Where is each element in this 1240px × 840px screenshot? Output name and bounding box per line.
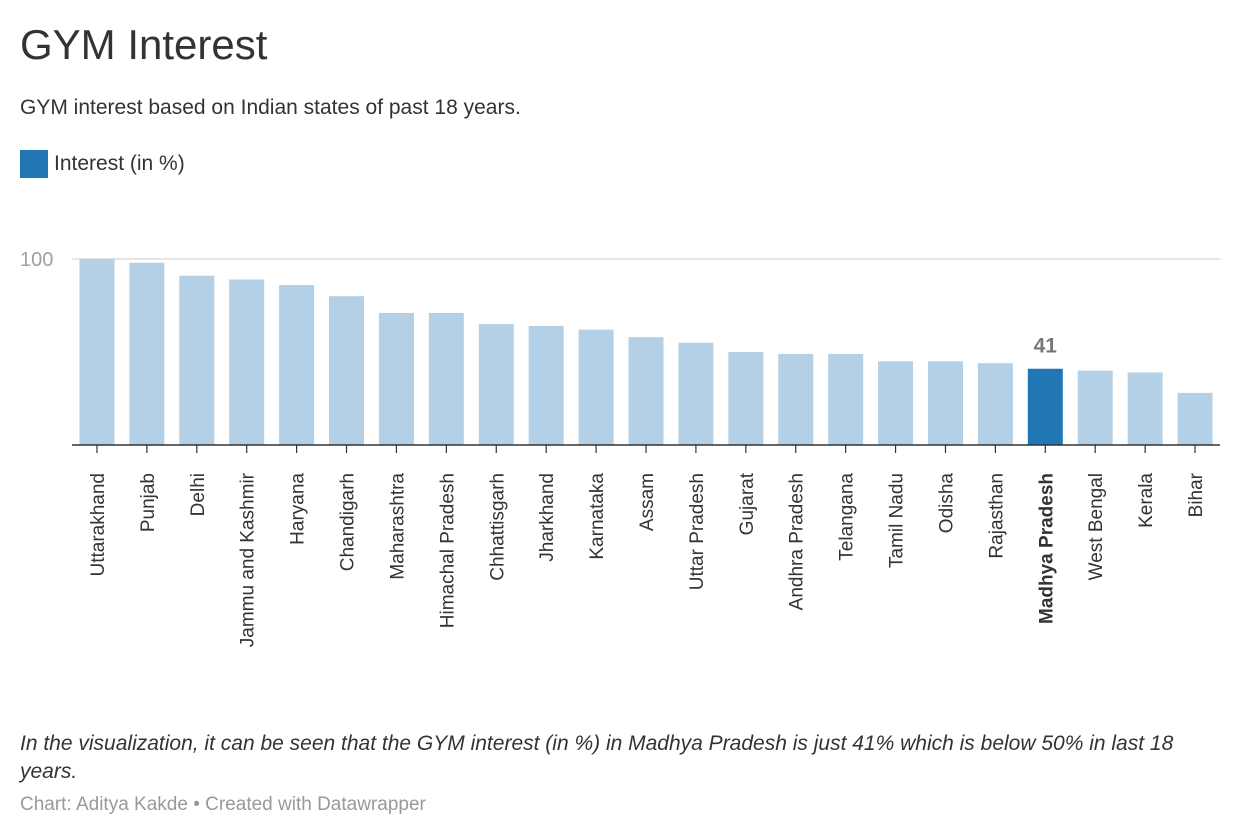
bar [129,262,165,445]
x-tick-label: Andhra Pradesh [787,473,808,610]
x-tick-label: Madhya Pradesh [1036,473,1057,624]
bar [678,342,714,445]
x-tick-label: West Bengal [1086,473,1107,580]
bar-chart: 100 41 Uttarakhand Punjab Delhi Jammu and Kas… [20,249,1220,647]
x-tick-label: Assam [637,473,658,531]
x-tick-label: Karnataka [587,473,608,560]
bar [378,312,414,445]
x-tick-label: Odisha [936,473,957,534]
chart-title: GYM Interest [20,21,268,68]
bar [728,352,764,445]
legend-swatch [20,150,48,178]
bar [1177,392,1213,445]
bar [528,325,564,445]
x-tick-label: Jammu and Kashmir [238,472,259,647]
bar [977,363,1013,445]
bar [329,296,365,445]
bar [628,337,664,445]
bar [1127,372,1163,445]
x-tick-label: Himachal Pradesh [437,473,458,628]
x-tick-label: Kerala [1136,473,1157,528]
x-tick-label: Tamil Nadu [887,473,908,568]
x-tick-label: Chhattisgarh [487,473,508,581]
x-tick-label: Maharashtra [387,473,408,580]
bar [1077,370,1113,445]
x-tick-label: Telangana [837,473,858,561]
x-tick-label: Delhi [188,473,209,516]
x-tick-label: Bihar [1186,472,1207,517]
x-tick-label: Uttarakhand [88,473,109,577]
chart-note: In the visualization, it can be seen tha… [20,732,1174,783]
bar [279,285,315,445]
x-tick-label: Chandigarh [338,473,359,571]
data-label: 41 [1034,335,1058,358]
bar [428,312,464,445]
x-tick-label: Punjab [138,473,159,532]
x-tick-label: Jharkhand [537,473,558,562]
bar [778,353,814,445]
x-tick-label: Uttar Pradesh [687,473,708,590]
x-tick-label: Haryana [288,473,309,545]
y-tick-label: 100 [20,249,53,271]
bar [1027,368,1063,445]
bar [229,279,265,445]
bar [578,329,614,445]
bar [828,353,864,445]
chart-footer: Chart: Aditya Kakde • Created with Dataw… [20,794,426,815]
bar [478,324,514,445]
chart-subtitle: GYM interest based on Indian states of p… [20,96,521,119]
legend-label: Interest (in %) [54,152,185,175]
bar [878,361,914,445]
x-tick-label: Gujarat [737,472,758,535]
bar [927,361,963,445]
x-tick-label: Rajasthan [986,473,1007,559]
bar [179,275,215,445]
bar [79,259,115,445]
legend: Interest (in %) [20,150,185,178]
